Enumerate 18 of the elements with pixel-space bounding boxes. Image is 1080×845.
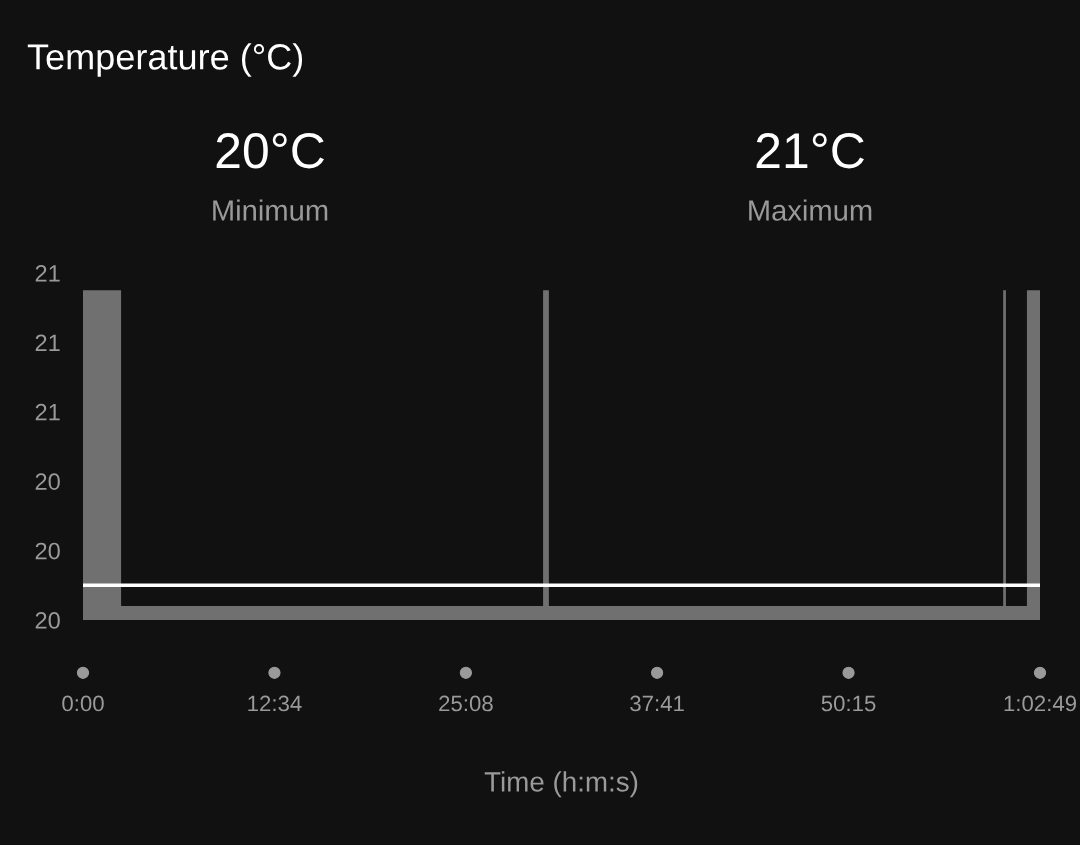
y-tick-label: 20 <box>35 542 60 560</box>
y-tick-label: 21 <box>35 403 60 421</box>
x-tick-label: 12:34 <box>248 695 302 712</box>
y-tick-label: 21 <box>35 334 60 351</box>
x-tick-label: 25:08 <box>439 695 493 712</box>
chart-title: Temperature (°C) <box>27 43 303 77</box>
y-tick-label: 21 <box>35 265 60 282</box>
x-axis-title: Time (h:m:s) <box>484 771 638 798</box>
x-tick-label: 50:15 <box>821 695 876 712</box>
text: 20°C <box>216 133 324 169</box>
x-tick-label: 37:41 <box>630 695 684 712</box>
x-tick-label: 0:00 <box>62 695 104 712</box>
text: Maximum <box>749 199 872 221</box>
y-tick-label: 20 <box>35 473 60 490</box>
text: Minimum <box>213 199 328 221</box>
x-tick-label: 1:02:49 <box>1004 695 1077 712</box>
text: 21°C <box>756 133 864 169</box>
y-tick-label: 20 <box>35 612 60 629</box>
